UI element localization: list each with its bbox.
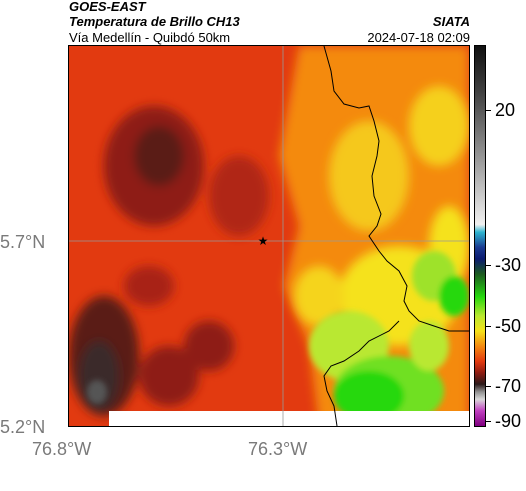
lat-label-bottom: 5.2°N [0, 417, 46, 437]
location-star-icon: ★ [258, 234, 269, 248]
department-border-south [323, 320, 400, 426]
colorbar-tick-20 [486, 110, 491, 111]
colorbar-tick-neg30 [486, 265, 491, 266]
satellite-title: GOES-EAST [69, 0, 146, 14]
lon-label-left: 76.8°W [32, 439, 92, 459]
field-coldest-core [87, 380, 107, 404]
temperature-colorbar [474, 45, 486, 427]
product-title: Temperatura de Brillo CH13 [69, 14, 240, 29]
colorbar-label-neg90: -90 [495, 411, 522, 431]
field-dark-west [69, 106, 269, 416]
route-subtitle: Vía Medellín - Quibdó 50km [69, 30, 231, 45]
colorbar-label-20: 20 [495, 100, 516, 120]
timestamp: 2024-07-18 02:09 [367, 30, 470, 45]
map-canvas: ★ [69, 46, 469, 426]
lon-label-right: 76.3°W [248, 439, 308, 459]
org-label: SIATA [432, 14, 470, 29]
no-data-strip [109, 411, 469, 426]
colorbar-label-neg30: -30 [495, 255, 522, 275]
department-border-east [323, 46, 469, 332]
colorbar-tick-neg50 [486, 326, 491, 327]
lat-label-top: 5.7°N [0, 232, 46, 252]
brightness-temperature-map: ★ [68, 45, 470, 427]
colorbar-label-neg50: -50 [495, 316, 522, 336]
colorbar-tick-neg90 [486, 421, 491, 422]
colorbar-tick-neg70 [486, 386, 491, 387]
field-green [309, 251, 469, 426]
colorbar-label-neg70: -70 [495, 376, 522, 396]
